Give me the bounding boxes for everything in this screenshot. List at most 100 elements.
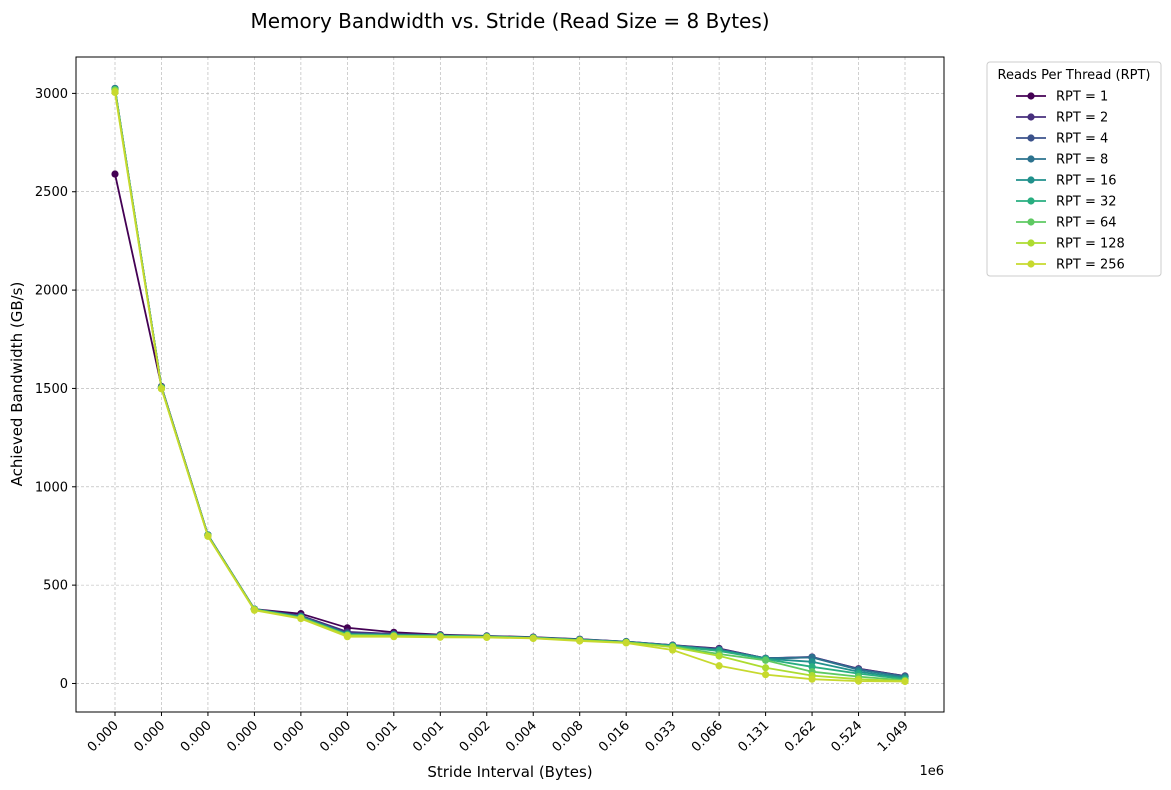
y-tick-label: 2500 — [35, 185, 68, 200]
plot-area-frame — [75, 56, 945, 713]
data-point — [576, 637, 584, 645]
x-tick-label: 0.008 — [550, 718, 587, 755]
data-point — [111, 170, 119, 178]
series-line — [114, 89, 906, 678]
y-tick-label: 1500 — [35, 382, 68, 397]
legend-item: RPT = 256 — [1016, 258, 1125, 273]
legend-item: RPT = 64 — [1016, 216, 1117, 231]
x-tick-label: 0.000 — [224, 718, 261, 755]
legend-label: RPT = 32 — [1056, 195, 1117, 210]
legend-item: RPT = 128 — [1016, 237, 1125, 252]
x-axis-label: Stride Interval (Bytes) — [427, 763, 592, 781]
legend-label: RPT = 1 — [1056, 90, 1108, 105]
data-point — [157, 385, 166, 393]
legend-marker — [1027, 260, 1035, 268]
x-tick-label: 0.001 — [364, 718, 401, 755]
legend-item: RPT = 2 — [1016, 111, 1108, 126]
series-rpt-2 — [111, 84, 909, 680]
legend-item: RPT = 8 — [1016, 153, 1108, 168]
data-point — [761, 671, 770, 679]
legend-item: RPT = 16 — [1016, 174, 1117, 189]
legend-label: RPT = 64 — [1056, 216, 1117, 231]
legend-marker — [1027, 113, 1035, 121]
grid — [76, 57, 944, 712]
data-point — [808, 675, 816, 683]
legend-items: RPT = 1 RPT = 2 RPT = 4 RPT = 8 RPT = 16 RPT … — [1016, 90, 1125, 273]
legend-marker — [1027, 176, 1035, 184]
series-rpt-6 — [111, 86, 909, 684]
series-line — [114, 88, 906, 678]
data-point — [343, 633, 351, 641]
series-rpt-7 — [111, 87, 909, 685]
legend-item: RPT = 32 — [1016, 195, 1117, 210]
x-tick-label: 0.033 — [643, 718, 680, 755]
x-tick-label: 0.262 — [782, 718, 819, 755]
legend-label: RPT = 256 — [1056, 258, 1125, 273]
data-point — [669, 646, 677, 654]
data-point — [622, 639, 630, 647]
y-axis-label: Achieved Bandwidth (GB/s) — [8, 282, 26, 487]
data-point — [901, 677, 909, 686]
series-layer — [111, 84, 909, 686]
x-tick-label: 0.000 — [271, 718, 308, 755]
series-rpt-1 — [111, 85, 909, 680]
series-line — [114, 173, 906, 677]
data-point — [761, 664, 770, 672]
legend-marker — [1027, 155, 1035, 163]
x-tick-label: 0.000 — [85, 718, 122, 755]
data-point — [761, 656, 770, 664]
legend-label: RPT = 128 — [1056, 237, 1125, 252]
chart-title: Memory Bandwidth vs. Stride (Read Size =… — [250, 9, 769, 33]
y-tick-label: 2000 — [35, 284, 68, 299]
series-rpt-3 — [111, 84, 909, 681]
legend-label: RPT = 2 — [1056, 111, 1108, 126]
x-tick-label: 0.524 — [828, 718, 865, 755]
series-line — [114, 88, 906, 678]
data-point — [436, 633, 444, 641]
legend-marker — [1027, 218, 1035, 226]
x-axis-offset-label: 1e6 — [919, 764, 944, 779]
y-tick-label: 3000 — [35, 87, 68, 102]
x-tick-label: 0.016 — [596, 718, 633, 755]
legend-label: RPT = 16 — [1056, 174, 1117, 189]
legend-title: Reads Per Thread (RPT) — [998, 68, 1151, 83]
data-point — [250, 606, 259, 614]
x-tick-label: 0.001 — [410, 718, 447, 755]
legend-item: RPT = 1 — [1016, 90, 1108, 105]
x-tick-label: 0.000 — [131, 718, 168, 755]
series-line — [114, 89, 906, 681]
x-tick-label: 0.002 — [457, 718, 494, 755]
data-point — [715, 662, 723, 670]
series-rpt-0 — [111, 170, 909, 680]
data-point — [111, 88, 119, 97]
y-tick-label: 0 — [60, 677, 68, 692]
y-tick-label: 500 — [43, 579, 68, 594]
legend-label: RPT = 8 — [1056, 153, 1108, 168]
data-point — [715, 652, 723, 660]
x-tick-label: 1.049 — [875, 718, 912, 755]
legend-marker — [1027, 92, 1035, 100]
legend-label: RPT = 4 — [1056, 132, 1108, 147]
series-line — [114, 89, 906, 682]
legend-marker — [1027, 197, 1035, 205]
series-line — [114, 90, 906, 682]
data-point — [854, 677, 863, 685]
data-point — [390, 633, 398, 641]
data-point — [297, 614, 305, 623]
y-axis-ticks: 0 500 1000 1500 2000 2500 3000 — [35, 87, 76, 692]
legend-marker — [1027, 239, 1035, 247]
series-rpt-4 — [111, 85, 909, 682]
x-axis-ticks: 0.000 0.000 0.000 0.000 0.000 0.000 0.001 0.001… — [85, 712, 912, 755]
legend-marker — [1027, 134, 1035, 142]
data-point — [483, 633, 491, 642]
series-rpt-5 — [111, 85, 909, 683]
data-point — [204, 532, 212, 540]
x-tick-label: 0.131 — [735, 718, 772, 755]
legend-item: RPT = 4 — [1016, 132, 1108, 147]
y-tick-label: 1000 — [35, 480, 68, 495]
series-rpt-8 — [111, 88, 909, 686]
data-point — [529, 634, 537, 643]
series-line — [114, 88, 906, 679]
x-tick-label: 0.000 — [178, 718, 215, 755]
